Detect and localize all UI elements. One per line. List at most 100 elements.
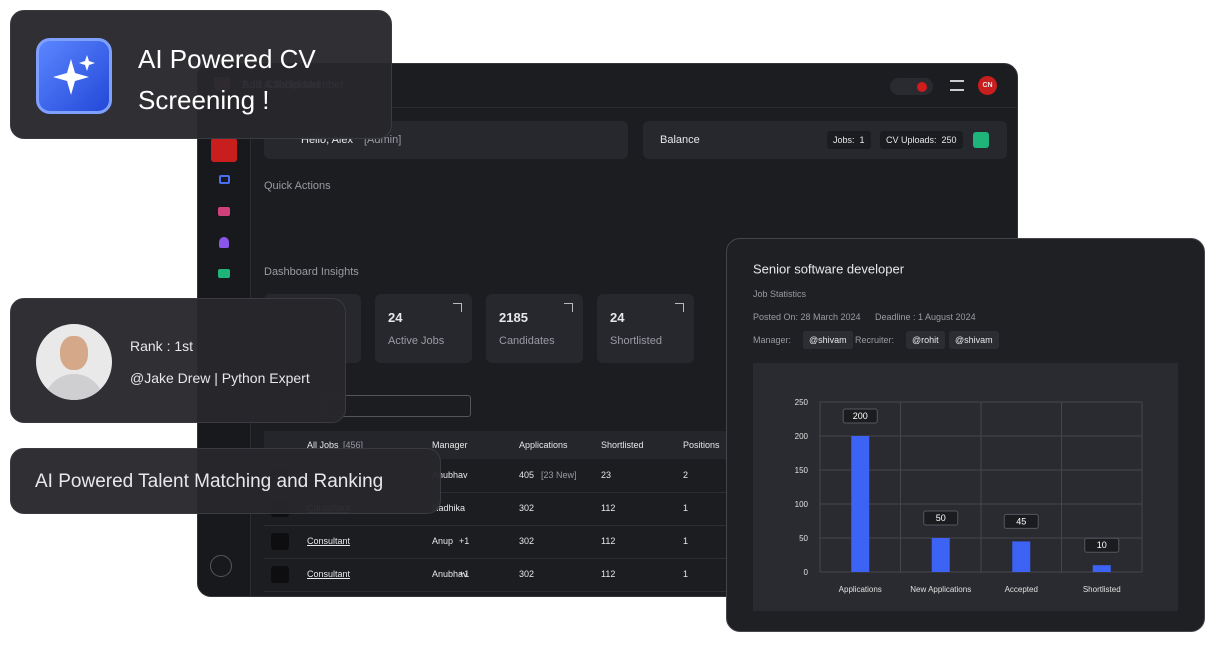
cell-applications: 302 [519, 569, 535, 579]
open-icon[interactable] [564, 303, 573, 312]
insight-card: 24 Shortlisted [597, 294, 694, 363]
insight-value: 24 [388, 310, 403, 325]
cell-applications: 302 [519, 536, 535, 546]
promo-title: AI Powered CV Screening ! [138, 44, 316, 115]
jobs-chip: Jobs: 1 [827, 131, 871, 149]
value-label-box [1084, 537, 1120, 553]
cell-positions: 1 [683, 536, 689, 546]
cell-title: Consultant [307, 536, 351, 546]
sparkle [53, 55, 95, 95]
y-tick-label: 0 [804, 568, 809, 577]
cell-manager: Anup [432, 536, 454, 546]
balance-label: Balance [660, 134, 700, 146]
x-tick-label: Accepted [1005, 585, 1038, 594]
top-bar: CN [251, 64, 1017, 108]
column-header: Shortlisted [601, 440, 644, 450]
shirt [44, 374, 104, 400]
bar [851, 436, 870, 572]
bar [1092, 565, 1111, 572]
cell-shortlisted: 23 [601, 470, 612, 480]
face [60, 336, 88, 370]
sparkle-shape [53, 55, 95, 95]
nav-inbox[interactable] [219, 175, 230, 184]
insight-card: 24 Active Jobs [375, 294, 472, 363]
bar [1012, 541, 1031, 572]
avatar[interactable]: CN [978, 76, 997, 95]
recruiter-chip: @shivam [949, 331, 999, 349]
column-header: All Jobs [307, 440, 339, 450]
cell-manager: Anubhav [432, 569, 468, 579]
jobs-label: Jobs: [833, 135, 855, 145]
cell-shortlisted: 112 [601, 569, 616, 579]
cell-shortlisted: 112 [601, 503, 616, 513]
job-subtitle: Job Statistics [753, 289, 807, 299]
open-icon[interactable] [675, 303, 684, 312]
cell-positions: 1 [683, 569, 689, 579]
collapse-button[interactable] [210, 555, 232, 577]
cell-manager: Anubhav [432, 470, 468, 480]
recruiter-chip: @rohit [906, 331, 945, 349]
table-row: Consultant Anup +1 302 112 1 [264, 525, 1017, 559]
table-row: Consultant Anubhav +1 302 112 1 [264, 558, 1017, 592]
skill: Python Expert [221, 370, 310, 386]
value-label-box [923, 510, 959, 526]
y-tick-label: 150 [795, 466, 809, 475]
cart-button[interactable] [973, 132, 989, 148]
insight-value: 2185 [499, 310, 528, 325]
insight-label: Active Jobs [388, 335, 445, 347]
uploads-count: 250 [941, 135, 957, 145]
value-label: 10 [1097, 540, 1107, 550]
recruiter-label: Recruiter: [855, 335, 895, 345]
y-tick-label: 100 [795, 500, 809, 509]
cell-applications: 302 [519, 503, 535, 513]
y-tick-label: 200 [795, 432, 809, 441]
cell-manager: Radhika [432, 503, 466, 513]
y-tick-label: 250 [795, 398, 809, 407]
settings-icon[interactable] [950, 80, 964, 91]
y-tick-label: 50 [799, 534, 808, 543]
handle: @Jake Drew [130, 370, 211, 386]
rank-card: Rank : 1st @Jake Drew | Python Expert [10, 298, 346, 423]
theme-toggle[interactable] [890, 78, 933, 95]
rank: Rank : 1st [130, 338, 194, 354]
job-icon [271, 533, 289, 550]
promo-card: AI Powered CV Screening ! [10, 10, 392, 139]
insight-value: 24 [610, 310, 625, 325]
jobs-count: 1 [859, 135, 865, 145]
section-title: Dashboard Insights [264, 266, 359, 278]
column-header: Positions [683, 440, 720, 450]
cell-shortlisted: 112 [601, 536, 616, 546]
open-icon[interactable] [453, 303, 462, 312]
insight-label: Candidates [499, 335, 555, 347]
x-tick-label: Shortlisted [1083, 585, 1121, 594]
toggle-knob [917, 82, 927, 92]
insight-label: Shortlisted [610, 335, 662, 347]
cell-title: Consultant [307, 569, 351, 579]
x-tick-label: New Applications [910, 585, 971, 594]
manager-chip: @shivam [803, 331, 853, 349]
ai-icon [36, 38, 112, 114]
balance-box: Balance Jobs: 1 CV Uploads: 250 [643, 121, 1007, 159]
nav-cards[interactable] [218, 207, 230, 216]
nav-home[interactable] [211, 138, 237, 162]
uploads-label: CV Uploads: [886, 135, 937, 145]
value-label-box [842, 408, 878, 424]
cell-positions: 2 [683, 470, 689, 480]
value-label: 200 [853, 411, 868, 421]
job-card: Senior software developer Job Statistics… [726, 238, 1205, 632]
posted: Posted On: 28 March 2024 [753, 312, 861, 322]
bar [931, 538, 950, 572]
manager-label: Manager: [753, 335, 792, 345]
nav-wallet[interactable] [218, 269, 230, 278]
job-title: Senior software developer [753, 261, 905, 277]
x-tick-label: Applications [839, 585, 882, 594]
deadline: Deadline : 1 August 2024 [875, 312, 976, 322]
value-label: 45 [1016, 516, 1026, 526]
insight-card: 2185 Candidates [486, 294, 583, 363]
job-icon [271, 566, 289, 583]
nav-user[interactable] [219, 237, 229, 248]
bar-chart: 0 50 100 150 200 250 Applications 200 New Applic… [753, 363, 1178, 611]
cell-applications: 405 [519, 470, 535, 480]
column-header: Manager [432, 440, 468, 450]
